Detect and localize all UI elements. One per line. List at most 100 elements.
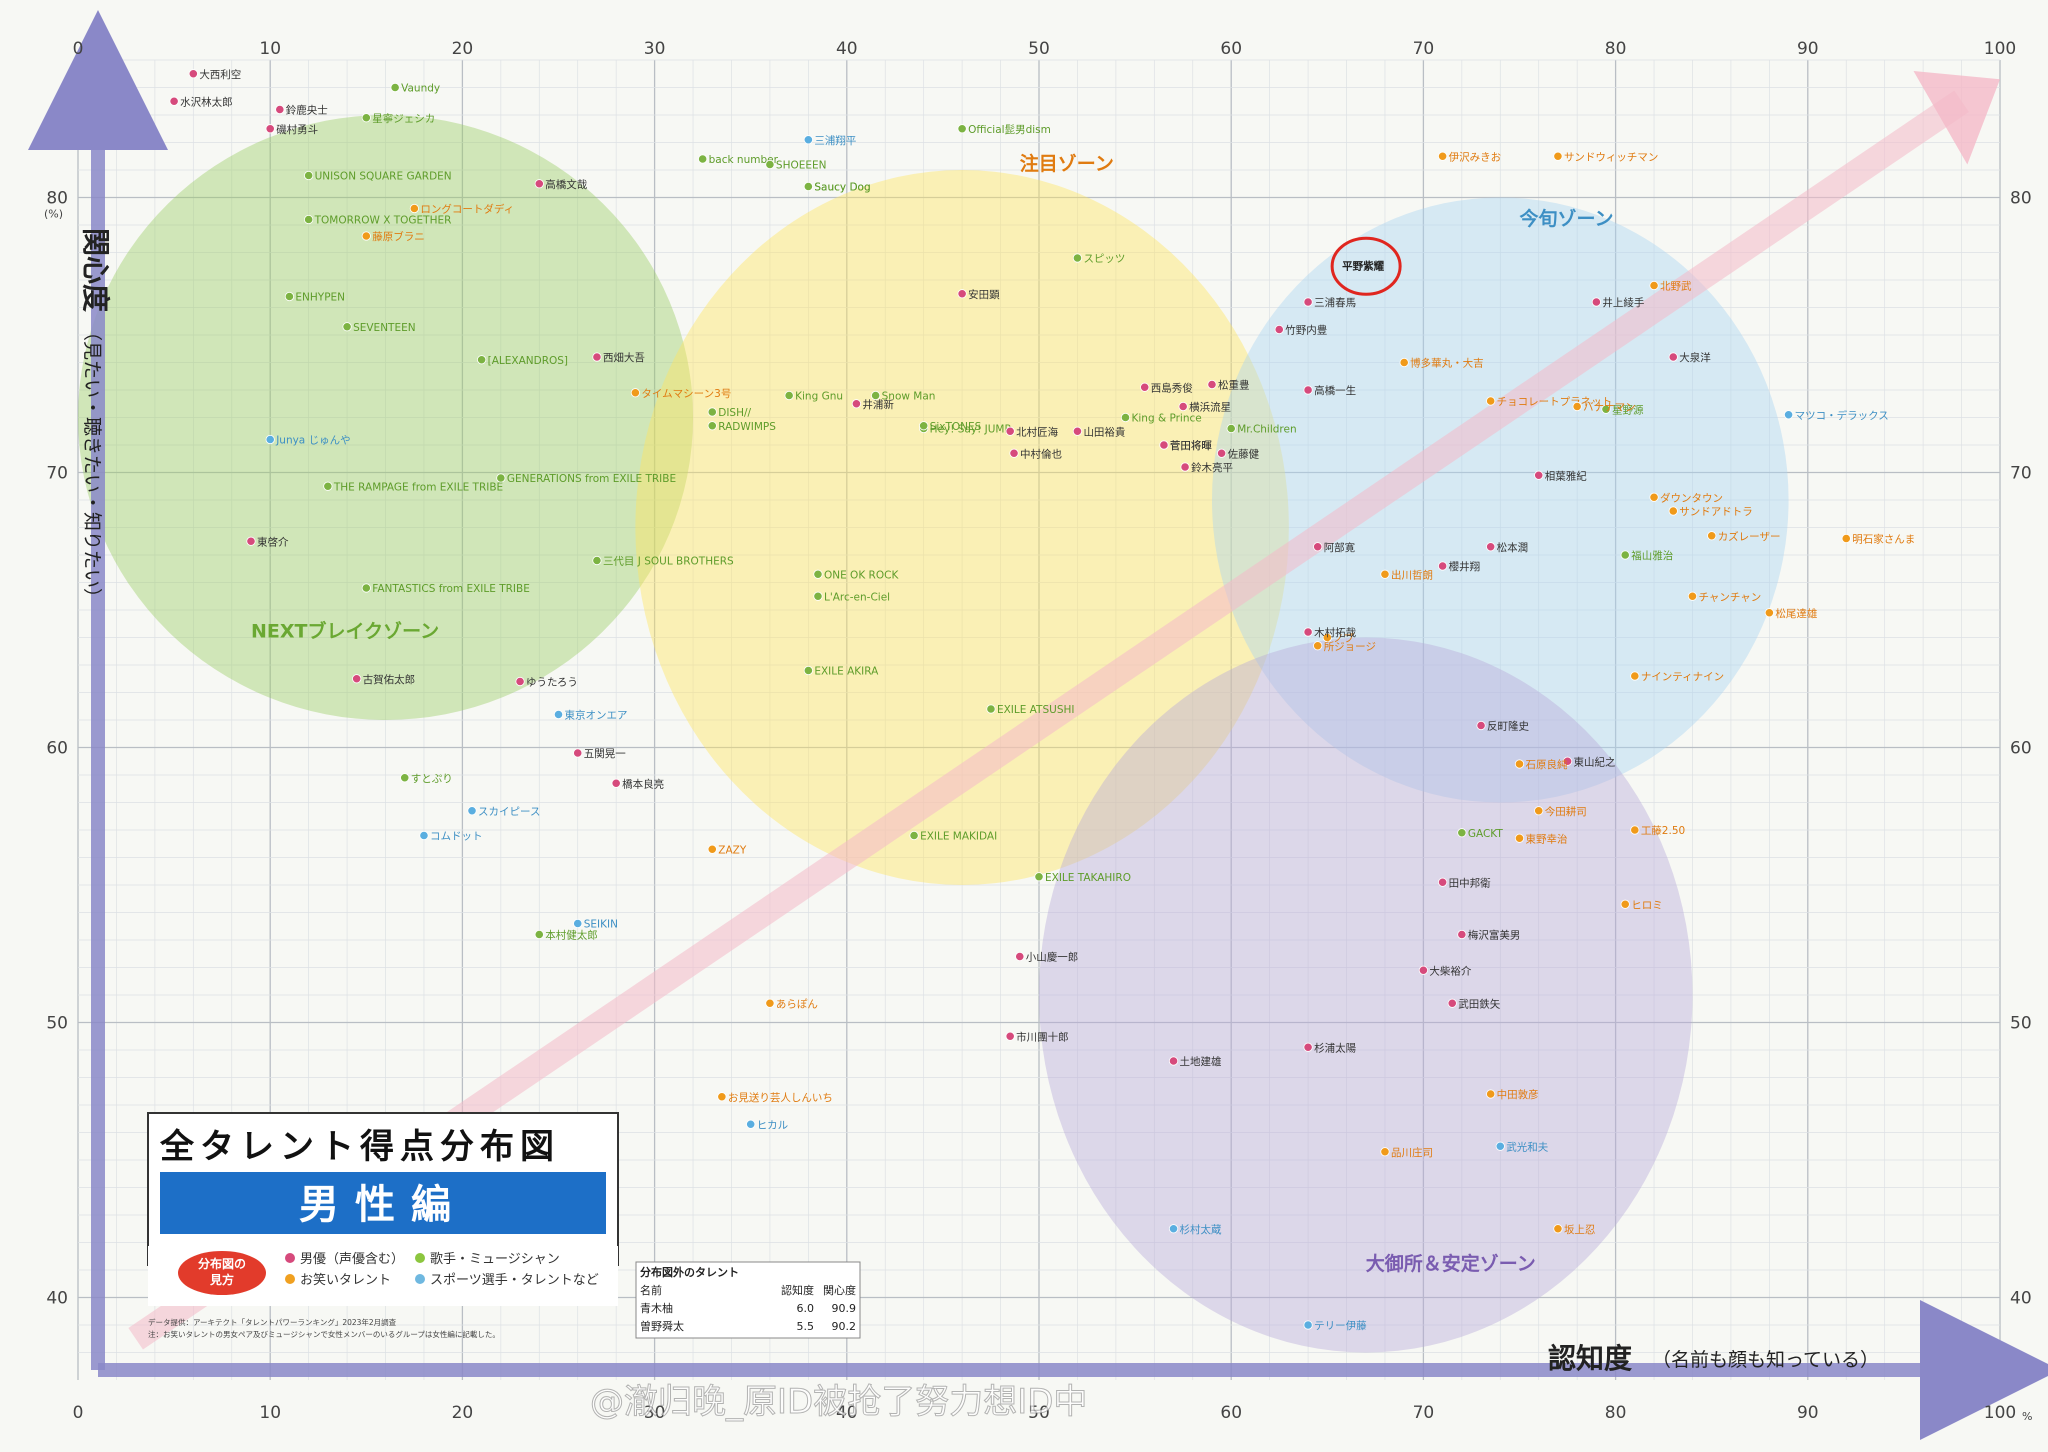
y-axis-title: 関心度	[79, 228, 112, 312]
data-point	[1005, 1031, 1015, 1041]
point-label: お見送り芸人しんいち	[728, 1091, 833, 1104]
y-tick-label-right: 50	[2010, 1014, 2032, 1034]
data-point	[1707, 531, 1717, 541]
data-point	[592, 352, 602, 362]
point-label: ヒカル	[757, 1119, 789, 1131]
point-label: 土地建雄	[1180, 1055, 1222, 1068]
point-label: 鈴鹿央士	[286, 104, 328, 117]
data-point	[400, 773, 410, 783]
data-point	[1783, 410, 1794, 420]
data-point	[1620, 899, 1630, 909]
legend-swatch	[415, 1253, 425, 1263]
point-label: ロングコートダディ	[420, 203, 514, 216]
point-label: Saucy Dog	[814, 182, 870, 194]
watermark: @澈归晚_原ID被抢了努力想ID中	[590, 1382, 1087, 1422]
point-label: EXILE AKIRA	[814, 666, 879, 678]
point-label: チャンチャン	[1698, 591, 1761, 603]
point-label: 武光和夫	[1506, 1140, 1548, 1153]
point-label: 田中邦衛	[1449, 876, 1491, 889]
point-label: 松重豊	[1218, 379, 1250, 392]
data-point	[1601, 404, 1611, 414]
x-tick-label: 20	[452, 1403, 474, 1423]
data-point	[1322, 632, 1332, 643]
y-tick-label: 80	[46, 189, 68, 209]
point-label: 杉村太蔵	[1180, 1223, 1222, 1236]
data-point	[1009, 448, 1019, 458]
point-label: 山田裕貴	[1083, 425, 1125, 438]
point-label: 西島秀俊	[1151, 381, 1193, 394]
x-tick-label-top: 60	[1220, 39, 1242, 59]
data-point	[515, 676, 525, 687]
data-point	[765, 998, 775, 1008]
data-point	[1457, 929, 1467, 940]
data-point	[1438, 151, 1448, 161]
point-label: 古賀佑太郎	[363, 673, 416, 686]
x-tick-label: 50	[1028, 1403, 1050, 1423]
data-point	[1159, 440, 1169, 450]
point-label: RADWIMPS	[718, 421, 776, 433]
data-point	[1534, 806, 1544, 816]
table-cell: 青木柚	[640, 1301, 673, 1315]
point-label: 反町隆史	[1487, 720, 1529, 733]
data-point	[919, 421, 929, 431]
data-point	[284, 291, 295, 302]
point-label: テリー伊藤	[1314, 1320, 1367, 1332]
point-label: 小山慶一郎	[1026, 951, 1079, 964]
point-label: 竹野内豊	[1285, 324, 1327, 337]
subtitle-bar	[160, 1172, 606, 1234]
data-point	[1553, 1224, 1563, 1234]
data-point	[1399, 357, 1409, 368]
data-point	[1072, 426, 1083, 436]
point-label: 明石家さんま	[1852, 533, 1915, 546]
data-point	[1486, 396, 1496, 406]
y-unit-label: (%)	[44, 208, 63, 221]
x-axis-title: 認知度	[1548, 1342, 1632, 1375]
point-label: 鈴木亮平	[1191, 461, 1233, 474]
x-axis-subtitle: （名前も顔も知っている）	[1652, 1349, 1879, 1371]
table-header-cell: 認知度	[781, 1283, 814, 1297]
chart-subtitle: 男性編	[299, 1182, 467, 1228]
data-point	[1668, 352, 1678, 362]
data-point	[534, 929, 544, 940]
point-label: 中田敦彦	[1497, 1088, 1539, 1101]
point-label: 井上綾手	[1602, 296, 1644, 309]
data-point	[534, 179, 544, 189]
data-point	[1207, 379, 1217, 390]
data-point	[1313, 641, 1323, 651]
point-label: 阿部寛	[1324, 541, 1356, 554]
data-point	[1303, 1320, 1313, 1330]
data-point	[1630, 825, 1640, 835]
data-point	[265, 434, 275, 445]
data-point	[1572, 401, 1582, 412]
data-point	[1303, 627, 1313, 637]
point-label: ゆうたろう	[526, 677, 578, 689]
point-label: 三浦翔平	[814, 134, 856, 147]
x-tick-label: 70	[1413, 1403, 1435, 1423]
point-label: 菅田将暉	[1170, 440, 1212, 452]
data-point	[1495, 1141, 1505, 1151]
data-point	[1687, 591, 1698, 601]
table-header-cell: 関心度	[823, 1283, 856, 1297]
data-point	[957, 124, 967, 134]
point-label: チョコレートプラネット	[1497, 396, 1613, 408]
x-axis-title-group: 認知度 （名前も顔も知っている）	[1548, 1342, 1879, 1375]
point-label: TOMORROW X TOGETHER	[314, 215, 452, 227]
zone-bubble	[1039, 637, 1693, 1353]
data-point	[1438, 561, 1448, 571]
x-tick-label: 0	[73, 1403, 84, 1423]
point-label: カズレーザー	[1718, 530, 1781, 543]
data-point	[813, 591, 823, 601]
table-cell: 90.2	[832, 1320, 857, 1333]
point-label: タイムマシーン3号	[641, 388, 731, 400]
point-label: 東啓介	[257, 535, 289, 548]
data-point	[1005, 426, 1015, 436]
zone-bubble	[78, 115, 694, 720]
point-label: 相葉雅紀	[1545, 469, 1587, 482]
x-tick-label: 30	[644, 1403, 666, 1423]
point-label: スピッツ	[1083, 253, 1125, 265]
data-point	[717, 1092, 727, 1102]
point-label: SHOEEEN	[776, 160, 827, 172]
data-point	[1649, 280, 1659, 291]
legend-note-2: 注：お笑いタレントの男女ペア及びミュージシャンで女性メンバーのいるグループは女性…	[148, 1329, 500, 1339]
point-label: 三代目 J SOUL BROTHERS	[603, 556, 734, 568]
